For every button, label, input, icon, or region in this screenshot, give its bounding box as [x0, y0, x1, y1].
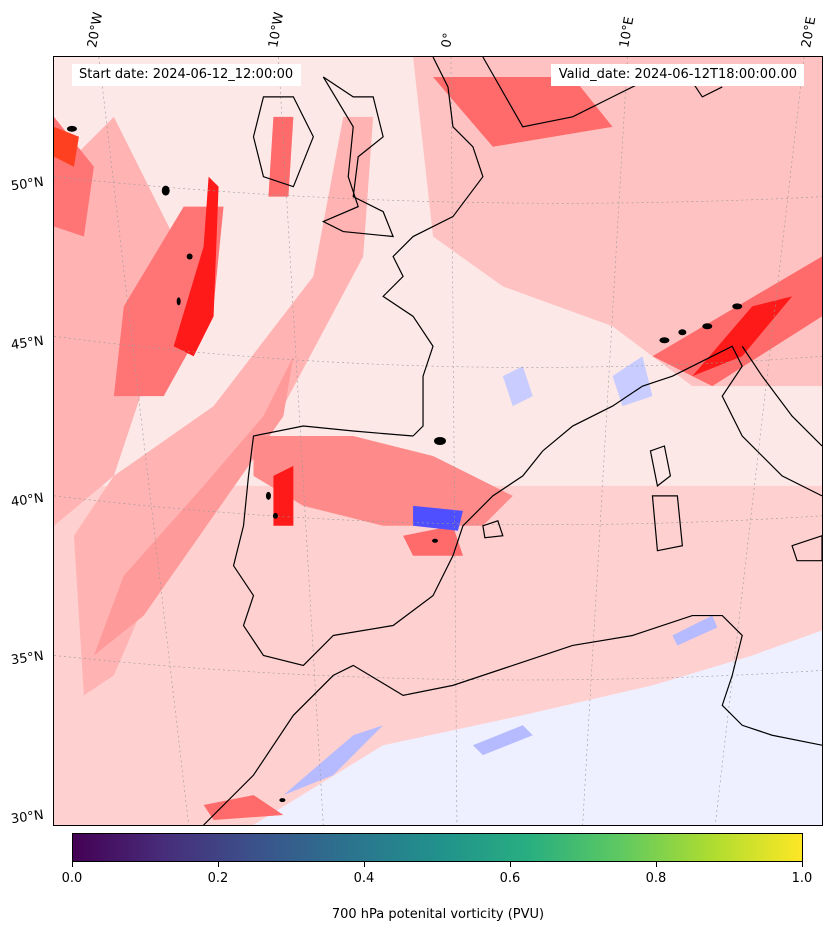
lat-label-45n: 45°N	[10, 333, 45, 354]
lat-label-30n: 30°N	[10, 807, 45, 828]
lon-label-10w: 10°W	[266, 11, 288, 50]
alps-low-pocket	[612, 356, 653, 407]
atlantic-band-nw-core	[54, 126, 79, 167]
colorbar-tick	[510, 862, 511, 867]
lat-label-50n: 50°N	[10, 174, 45, 195]
coastline-north-sea	[482, 57, 723, 128]
iberia-field	[253, 436, 513, 526]
lon-label-0: 0°	[439, 31, 457, 49]
atlantic-band-core	[173, 176, 219, 357]
contour-blob-atlantic-4	[176, 297, 181, 306]
sw-band-inner	[93, 356, 294, 656]
contour-blob-alps-1	[659, 337, 670, 344]
lon-label-20e: 20°E	[799, 15, 820, 49]
contour-blob-iberia-2	[272, 512, 278, 519]
colorbar-tick-label: 0.6	[499, 871, 521, 886]
colorbar-tick-label: 0.8	[645, 871, 667, 886]
coastline-iberia	[232, 425, 544, 667]
colorbar-tick	[656, 862, 657, 867]
alps-band	[652, 256, 822, 387]
colorbar-tick-label: 1.0	[791, 871, 813, 886]
coastline-sicily	[791, 535, 822, 562]
contour-blob-atlantic-2	[161, 185, 170, 196]
channel-band	[433, 76, 613, 147]
coastline-med-north	[542, 345, 822, 497]
contour-blob-iberia-3	[432, 538, 438, 543]
coastlines	[203, 57, 822, 825]
colorbar-tick	[802, 862, 803, 867]
coastline-italy	[741, 345, 822, 447]
iberia-low-core	[413, 505, 463, 531]
sahara-low-pv-field	[253, 630, 822, 825]
contour-blob-alps-4	[732, 303, 743, 310]
lon-label-20w: 20°W	[85, 11, 107, 50]
colorbar-tick-label: 0.4	[353, 871, 375, 886]
lat-label-35n: 35°N	[10, 648, 45, 669]
pv-contour-blobs	[66, 125, 743, 803]
nw-shelf-band	[268, 116, 294, 197]
alps-core	[692, 296, 793, 377]
colorbar-tick	[218, 862, 219, 867]
contour-blob-atlantic-1	[66, 125, 77, 132]
colorbar-title: 700 hPa potenital vorticity (PVU)	[331, 907, 545, 922]
pyrenees-low-pocket	[502, 366, 533, 407]
pv-field-map	[54, 57, 822, 825]
coastline-north-africa	[203, 614, 822, 825]
contour-blob-alps-2	[678, 329, 687, 336]
coastline-balearics	[482, 520, 504, 539]
colorbar-tick-label: 0.2	[207, 871, 229, 886]
iberia-core-west	[273, 465, 294, 526]
sahara-streak-2	[472, 725, 533, 756]
coastline-ireland	[252, 96, 314, 188]
colorbar-tick-label: 0.0	[61, 871, 83, 886]
valid-date-label: Valid_date: 2024-06-12T18:00:00.00	[550, 64, 804, 86]
atlantic-band-1	[54, 116, 184, 526]
colorbar-tick	[364, 862, 365, 867]
coastline-britain	[321, 76, 395, 238]
graticule	[54, 57, 822, 825]
atlantic-band-2	[113, 206, 224, 397]
coastline-sardinia	[651, 495, 684, 552]
colorbar	[72, 833, 803, 862]
coastline-corsica	[649, 445, 672, 487]
sahara-red-streak	[203, 795, 284, 821]
contour-blob-med	[434, 437, 446, 445]
contour-blob-atlantic-3	[186, 253, 193, 260]
sahara-streak-3	[672, 615, 718, 646]
contour-blob-iberia-1	[265, 491, 271, 500]
contour-blob-sahara	[279, 798, 286, 803]
lon-label-10e: 10°E	[617, 15, 638, 49]
sahara-streak-1	[283, 725, 384, 796]
lat-label-40n: 40°N	[10, 490, 45, 511]
colorbar-tick	[72, 862, 73, 867]
start-date-label: Start date: 2024-06-12_12:00:00	[72, 64, 302, 86]
coastline-france-atlantic	[382, 57, 484, 437]
map-panel: Start date: 2024-06-12_12:00:00 Valid_da…	[53, 56, 823, 826]
contour-blob-alps-3	[702, 323, 713, 330]
